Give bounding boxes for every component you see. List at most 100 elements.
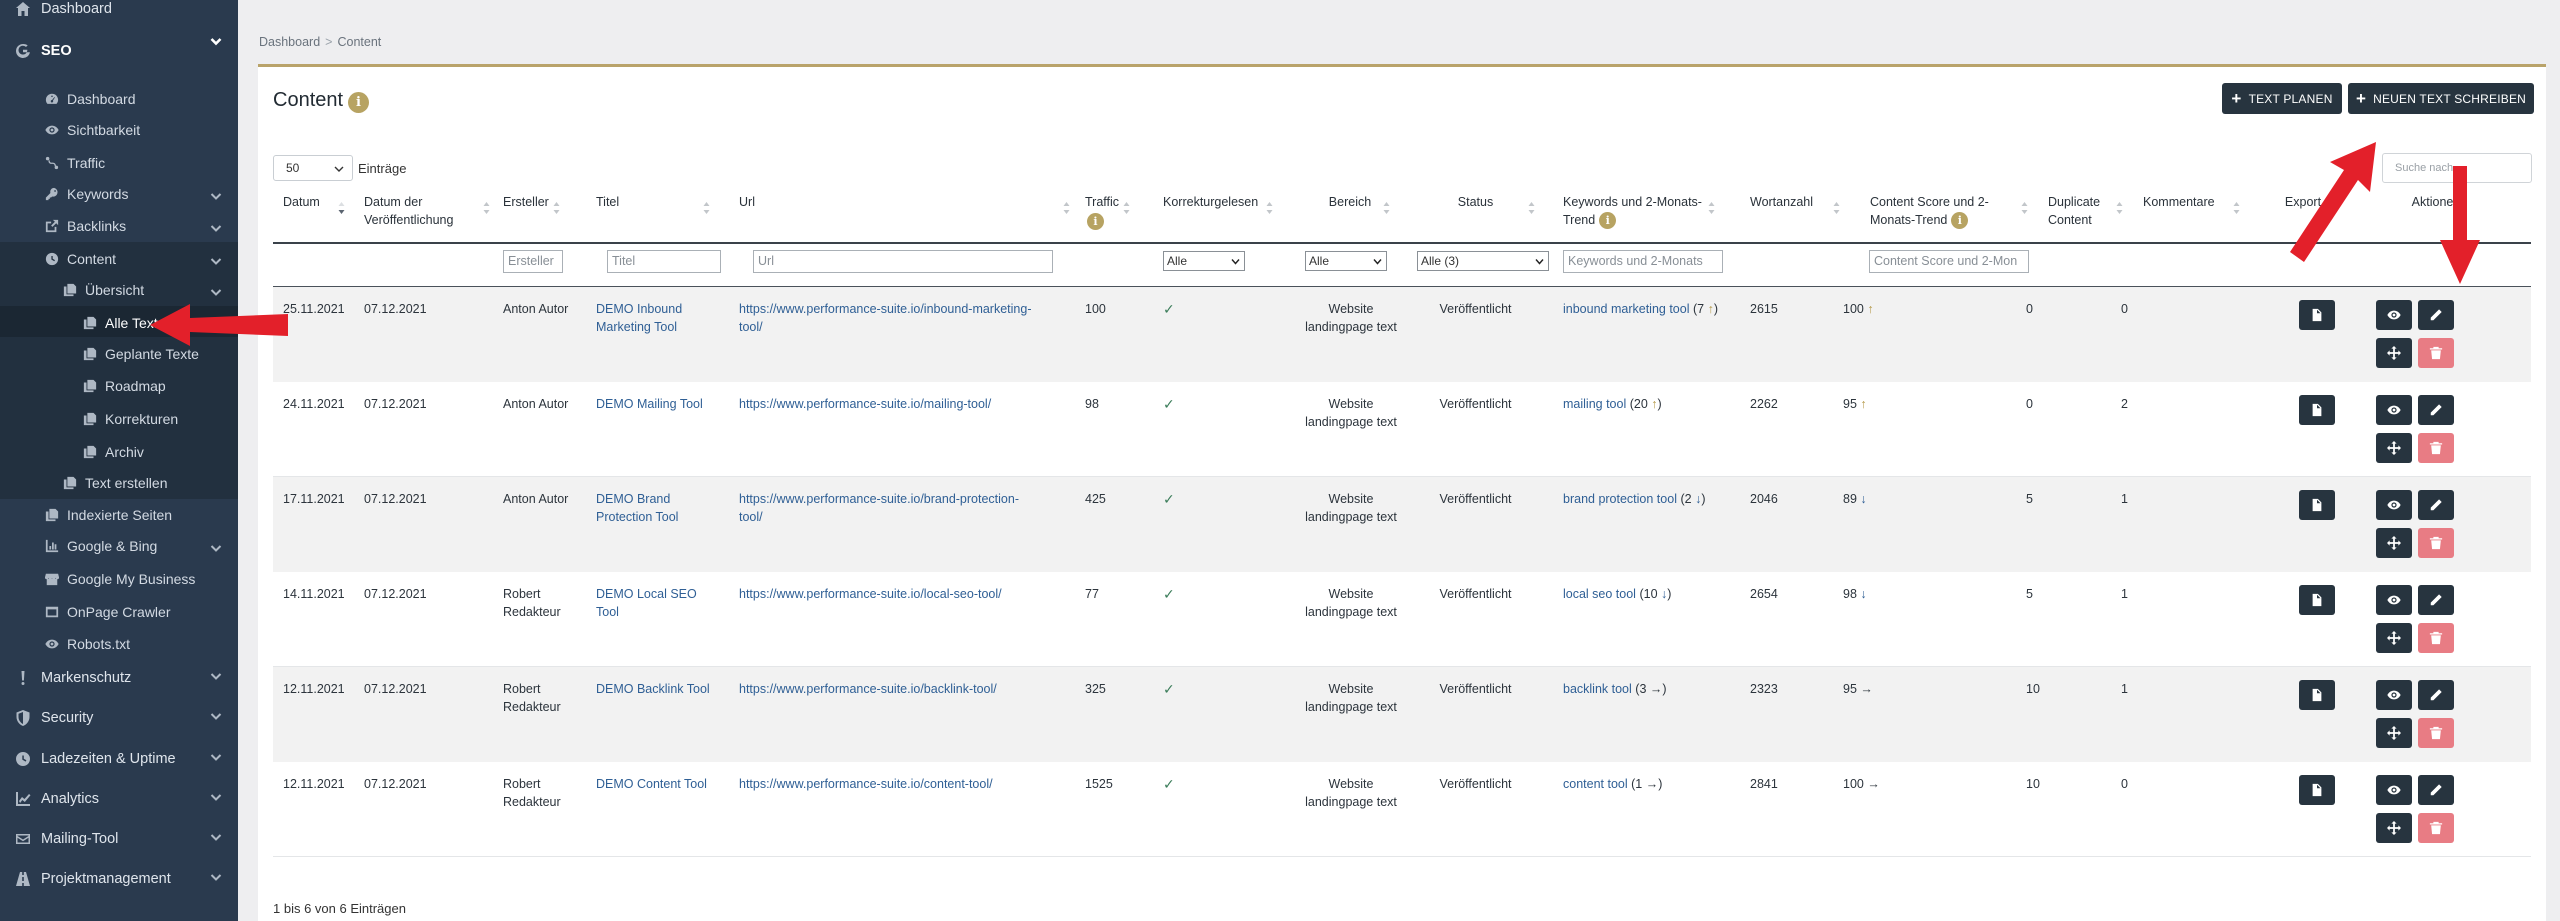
sidebar-item-übersicht[interactable]: Übersicht: [0, 273, 238, 306]
column-header-status[interactable]: Status: [1408, 193, 1543, 211]
sort-icon[interactable]: [1833, 201, 1840, 215]
column-header-keywords[interactable]: Keywords und 2-Monats-Trend i: [1563, 193, 1723, 230]
column-header-wortanzahl[interactable]: Wortanzahl: [1750, 193, 1860, 211]
sidebar-item-sichtbarkeit[interactable]: Sichtbarkeit: [0, 113, 238, 146]
eye-button[interactable]: [2376, 395, 2412, 425]
pencil-button[interactable]: [2418, 680, 2454, 710]
eye-button[interactable]: [2376, 775, 2412, 805]
sidebar-item-keywords[interactable]: Keywords: [0, 177, 238, 210]
pencil-button[interactable]: [2418, 490, 2454, 520]
filter-url-input[interactable]: Url: [753, 250, 1053, 273]
sort-icon[interactable]: [1063, 201, 1070, 215]
sidebar-item-onpage-crawler[interactable]: OnPage Crawler: [0, 595, 238, 628]
pencil-button[interactable]: [2418, 585, 2454, 615]
filter-keywords-input[interactable]: Keywords und 2-Monats: [1563, 250, 1723, 273]
eye-button[interactable]: [2376, 490, 2412, 520]
sidebar-item-text-erstellen[interactable]: Text erstellen: [0, 466, 238, 499]
cell-titel-link[interactable]: DEMO Brand Protection Tool: [596, 492, 679, 524]
sort-icon[interactable]: [2116, 201, 2123, 215]
sidebar-item-google-bing[interactable]: Google & Bing: [0, 529, 238, 562]
column-header-ersteller[interactable]: Ersteller: [503, 193, 593, 211]
cell-titel-link[interactable]: DEMO Inbound Marketing Tool: [596, 302, 683, 334]
sort-icon[interactable]: [1383, 201, 1390, 215]
sidebar-item-indexierte-seiten[interactable]: Indexierte Seiten: [0, 498, 238, 531]
sort-icon[interactable]: [1528, 201, 1535, 215]
filter-status-select[interactable]: Alle (3): [1417, 251, 1549, 271]
info-icon[interactable]: i: [348, 92, 369, 113]
filter-ersteller-input[interactable]: Ersteller: [503, 250, 563, 273]
pencil-button[interactable]: [2418, 395, 2454, 425]
sidebar-item-korrekturen[interactable]: Korrekturen: [0, 402, 238, 435]
keyword-link[interactable]: brand protection tool: [1563, 492, 1677, 506]
info-icon[interactable]: i: [1599, 212, 1617, 230]
sidebar-item-dashboard[interactable]: Dashboard: [0, 0, 238, 25]
sidebar-item-projektmanagement[interactable]: Projektmanagement: [0, 859, 238, 898]
sidebar-item-alle-texte[interactable]: Alle Texte: [0, 306, 238, 339]
pencil-button[interactable]: [2418, 775, 2454, 805]
sort-icon[interactable]: [1708, 201, 1715, 215]
sidebar-item-markenschutz[interactable]: Markenschutz: [0, 658, 238, 697]
file-button[interactable]: [2299, 680, 2335, 710]
sidebar-item-ladezeiten-uptime[interactable]: Ladezeiten & Uptime: [0, 739, 238, 778]
column-header-duplicate[interactable]: Duplicate Content: [2048, 193, 2128, 229]
column-header-korrektur[interactable]: Korrekturgelesen: [1163, 193, 1273, 211]
sort-icon[interactable]: [553, 201, 560, 215]
keyword-link[interactable]: mailing tool: [1563, 397, 1627, 411]
cell-url-link[interactable]: https://www.performance-suite.io/local-s…: [739, 587, 1002, 601]
filter-bereich-select[interactable]: Alle: [1305, 251, 1387, 271]
page-length-select[interactable]: 50: [273, 155, 353, 181]
trash-button[interactable]: [2418, 338, 2454, 368]
keyword-link[interactable]: backlink tool: [1563, 682, 1632, 696]
cell-url-link[interactable]: https://www.performance-suite.io/brand-p…: [739, 492, 1019, 524]
sidebar-item-analytics[interactable]: Analytics: [0, 779, 238, 818]
info-icon[interactable]: i: [1087, 213, 1104, 230]
sort-icon[interactable]: [483, 201, 490, 215]
move-button[interactable]: [2376, 433, 2412, 463]
cell-titel-link[interactable]: DEMO Content Tool: [596, 777, 707, 791]
file-button[interactable]: [2299, 395, 2335, 425]
sidebar-item-security[interactable]: Security: [0, 698, 238, 737]
column-header-traffic[interactable]: Traffic i: [1085, 193, 1130, 230]
file-button[interactable]: [2299, 775, 2335, 805]
filter-korrektur-select[interactable]: Alle: [1163, 251, 1245, 271]
move-button[interactable]: [2376, 813, 2412, 843]
pencil-button[interactable]: [2418, 300, 2454, 330]
sidebar-item-backlinks[interactable]: Backlinks: [0, 209, 238, 242]
sort-icon[interactable]: [1266, 201, 1273, 215]
column-header-score[interactable]: Content Score und 2-Monats-Trend i: [1870, 193, 2030, 230]
cell-url-link[interactable]: https://www.performance-suite.io/mailing…: [739, 397, 992, 411]
sidebar-item-traffic[interactable]: Traffic: [0, 146, 238, 179]
cell-titel-link[interactable]: DEMO Backlink Tool: [596, 682, 710, 696]
trash-button[interactable]: [2418, 433, 2454, 463]
eye-button[interactable]: [2376, 680, 2412, 710]
column-header-kommentare[interactable]: Kommentare: [2143, 193, 2243, 211]
sidebar-item-dashboard[interactable]: Dashboard: [0, 82, 238, 115]
trash-button[interactable]: [2418, 718, 2454, 748]
file-button[interactable]: [2299, 490, 2335, 520]
file-button[interactable]: [2299, 585, 2335, 615]
move-button[interactable]: [2376, 338, 2412, 368]
move-button[interactable]: [2376, 528, 2412, 558]
column-header-titel[interactable]: Titel: [596, 193, 726, 211]
keyword-link[interactable]: inbound marketing tool: [1563, 302, 1690, 316]
sort-icon[interactable]: [703, 201, 710, 215]
trash-button[interactable]: [2418, 813, 2454, 843]
cell-titel-link[interactable]: DEMO Local SEO Tool: [596, 587, 697, 619]
cell-titel-link[interactable]: DEMO Mailing Tool: [596, 397, 703, 411]
sort-icon[interactable]: [2233, 201, 2240, 215]
sidebar-item-archiv[interactable]: Archiv: [0, 435, 238, 468]
sidebar-item-roadmap[interactable]: Roadmap: [0, 369, 238, 402]
sort-icon[interactable]: [1123, 201, 1130, 215]
sort-icon[interactable]: [2021, 201, 2028, 215]
column-header-veroeff[interactable]: Datum der Veröffentlichung: [364, 193, 484, 229]
cell-url-link[interactable]: https://www.performance-suite.io/backlin…: [739, 682, 997, 696]
sidebar-item-google-my-business[interactable]: Google My Business: [0, 562, 238, 595]
keyword-link[interactable]: content tool: [1563, 777, 1628, 791]
file-button[interactable]: [2299, 300, 2335, 330]
trash-button[interactable]: [2418, 623, 2454, 653]
sidebar-item-geplante-texte[interactable]: Geplante Texte: [0, 337, 238, 370]
column-header-url[interactable]: Url: [739, 193, 1049, 211]
filter-score-input[interactable]: Content Score und 2-Mon: [1869, 250, 2029, 273]
eye-button[interactable]: [2376, 585, 2412, 615]
text-planen-button[interactable]: + TEXT PLANEN: [2222, 83, 2342, 114]
